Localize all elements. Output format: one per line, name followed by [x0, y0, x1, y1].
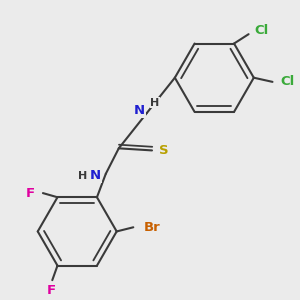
Text: H: H [151, 98, 160, 108]
Text: F: F [26, 187, 34, 200]
Text: H: H [78, 171, 88, 181]
Text: Cl: Cl [281, 75, 295, 88]
Text: N: N [90, 169, 101, 182]
Text: Br: Br [144, 221, 160, 234]
Text: F: F [47, 284, 56, 297]
Text: N: N [134, 104, 145, 117]
Text: S: S [159, 144, 168, 157]
Text: Cl: Cl [255, 23, 269, 37]
